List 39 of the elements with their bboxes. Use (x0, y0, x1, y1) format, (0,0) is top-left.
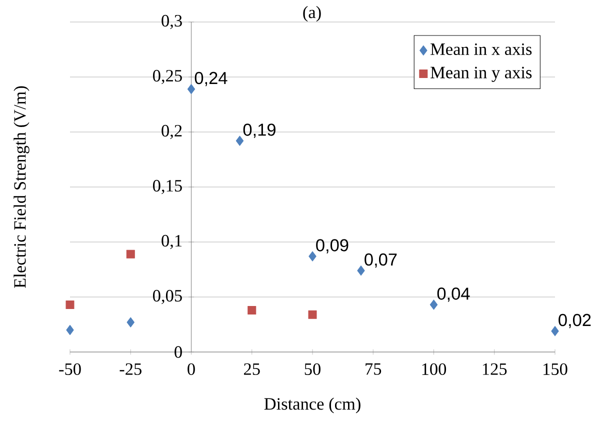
y-tick-label: 0,25 (153, 70, 182, 84)
data-label: 0,07 (364, 253, 397, 268)
data-label: 0,09 (316, 239, 348, 254)
y-tick-label: 0,1 (162, 234, 182, 250)
point (248, 306, 256, 314)
point (126, 317, 134, 328)
point (126, 250, 135, 258)
point (308, 310, 317, 319)
point (66, 324, 74, 336)
x-tick-label: 0 (188, 363, 195, 375)
x-tick-label: 125 (482, 363, 507, 375)
point (66, 300, 74, 309)
point (236, 136, 244, 146)
y-tick-label: 0,3 (162, 14, 182, 30)
point (308, 251, 316, 262)
x-tick-label: 100 (422, 363, 446, 375)
x-axis-title: Distance (cm) (264, 398, 360, 414)
point (187, 84, 196, 94)
point (551, 326, 559, 336)
point (357, 266, 365, 276)
y-axis-title: Electric Field Strength (V/m) (14, 86, 30, 288)
x-tick-label: 50 (304, 363, 320, 375)
data-label: 0,19 (243, 124, 276, 138)
x-tick-label: 75 (366, 363, 382, 375)
data-label: 0,24 (194, 72, 228, 86)
data-label: 0,02 (558, 314, 591, 328)
chart-title: (a) (303, 6, 321, 22)
x-tick-label: 25 (244, 363, 260, 375)
point (430, 300, 438, 310)
y-tick-label: 0,05 (153, 290, 182, 304)
legend-label: Mean in y axis (430, 66, 532, 82)
x-tick-label: -50 (59, 363, 81, 375)
legend-label: Mean in x axis (430, 43, 532, 56)
data-label: 0,04 (437, 288, 470, 302)
y-tick-label: 0,15 (153, 180, 182, 194)
y-tick-label: 0,2 (162, 124, 182, 140)
y-tick-label: 0 (174, 346, 182, 358)
x-tick-label: -25 (120, 363, 142, 375)
x-tick-label: 150 (544, 363, 568, 375)
